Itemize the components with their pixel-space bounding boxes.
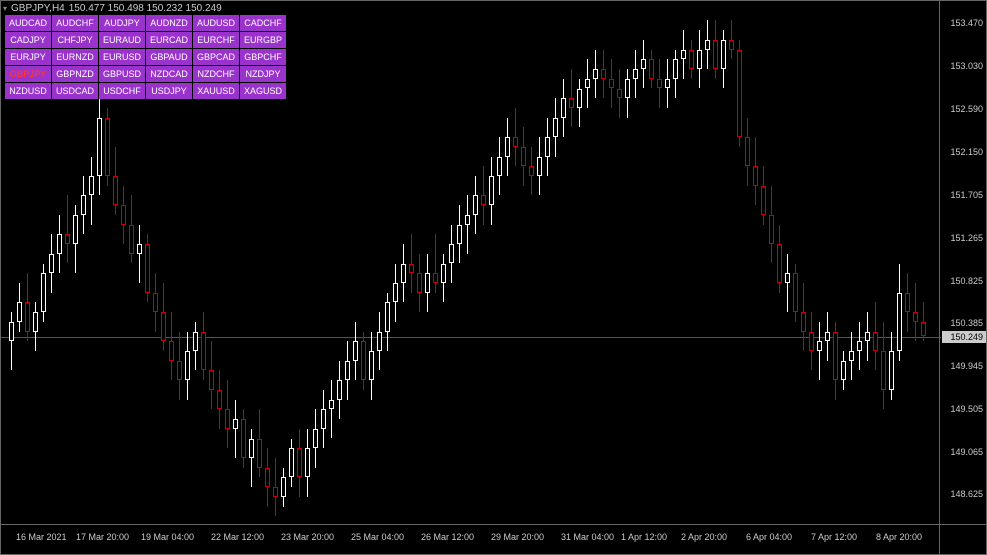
symbol-button-gbpusd[interactable]: GBPUSD bbox=[99, 66, 145, 82]
time-label: 8 Apr 20:00 bbox=[876, 532, 922, 542]
symbol-button-eurgbp[interactable]: EURGBP bbox=[240, 32, 286, 48]
symbol-button-gbpchf[interactable]: GBPCHF bbox=[240, 49, 286, 65]
symbol-button-usdjpy[interactable]: USDJPY bbox=[146, 83, 192, 99]
scale-corner bbox=[939, 524, 986, 554]
symbol-button-gbpnzd[interactable]: GBPNZD bbox=[52, 66, 98, 82]
symbol-button-eurnzd[interactable]: EURNZD bbox=[52, 49, 98, 65]
time-label: 29 Mar 20:00 bbox=[491, 532, 544, 542]
price-label: 149.945 bbox=[950, 361, 983, 371]
price-label: 153.030 bbox=[950, 61, 983, 71]
price-label: 153.470 bbox=[950, 18, 983, 28]
symbol-button-audnzd[interactable]: AUDNZD bbox=[146, 15, 192, 31]
symbol-button-xagusd[interactable]: XAGUSD bbox=[240, 83, 286, 99]
time-label: 22 Mar 12:00 bbox=[211, 532, 264, 542]
symbol-button-eurusd[interactable]: EURUSD bbox=[99, 49, 145, 65]
time-label: 23 Mar 20:00 bbox=[281, 532, 334, 542]
ohlc-quotes: 150.477 150.498 150.232 150.249 bbox=[69, 3, 222, 14]
symbol-button-nzdcad[interactable]: NZDCAD bbox=[146, 66, 192, 82]
time-label: 16 Mar 2021 bbox=[16, 532, 67, 542]
symbol-button-gbpcad[interactable]: GBPCAD bbox=[193, 49, 239, 65]
symbol-button-chfjpy[interactable]: CHFJPY bbox=[52, 32, 98, 48]
price-label: 149.065 bbox=[950, 447, 983, 457]
symbol-button-audcad[interactable]: AUDCAD bbox=[5, 15, 51, 31]
symbol-button-nzdchf[interactable]: NZDCHF bbox=[193, 66, 239, 82]
time-label: 1 Apr 12:00 bbox=[621, 532, 667, 542]
time-label: 26 Mar 12:00 bbox=[421, 532, 474, 542]
price-label: 148.625 bbox=[950, 489, 983, 499]
time-label: 25 Mar 04:00 bbox=[351, 532, 404, 542]
time-label: 7 Apr 12:00 bbox=[811, 532, 857, 542]
title-bar: ▾ GBPJPY,H4 150.477 150.498 150.232 150.… bbox=[3, 3, 222, 14]
symbol-button-nzdusd[interactable]: NZDUSD bbox=[5, 83, 51, 99]
symbol-button-eurjpy[interactable]: EURJPY bbox=[5, 49, 51, 65]
symbol-button-audusd[interactable]: AUDUSD bbox=[193, 15, 239, 31]
symbol-button-xauusd[interactable]: XAUUSD bbox=[193, 83, 239, 99]
time-label: 6 Apr 04:00 bbox=[746, 532, 792, 542]
time-label: 2 Apr 20:00 bbox=[681, 532, 727, 542]
price-label: 152.590 bbox=[950, 104, 983, 114]
time-label: 31 Mar 04:00 bbox=[561, 532, 614, 542]
price-scale[interactable]: 153.470 153.030 152.590 152.150 151.705 151.2… bbox=[939, 1, 986, 526]
time-scale[interactable]: 16 Mar 2021 17 Mar 20:00 19 Mar 04:00 22 Ma… bbox=[1, 524, 941, 554]
current-price-label: 150.249 bbox=[942, 331, 986, 343]
symbol-panel: AUDCADAUDCHFAUDJPYAUDNZDAUDUSDCADCHF CADJ… bbox=[5, 15, 286, 99]
symbol-button-gbpaud[interactable]: GBPAUD bbox=[146, 49, 192, 65]
price-label: 150.385 bbox=[950, 318, 983, 328]
symbol-button-audjpy[interactable]: AUDJPY bbox=[99, 15, 145, 31]
price-label: 149.505 bbox=[950, 404, 983, 414]
symbol-button-eurcad[interactable]: EURCAD bbox=[146, 32, 192, 48]
time-label: 17 Mar 20:00 bbox=[76, 532, 129, 542]
time-label: 19 Mar 04:00 bbox=[141, 532, 194, 542]
symbol-button-gbpjpy[interactable]: GBPJPY bbox=[5, 66, 51, 82]
dropdown-arrow-icon[interactable]: ▾ bbox=[3, 4, 7, 13]
chart-container: ▾ GBPJPY,H4 150.477 150.498 150.232 150.… bbox=[0, 0, 987, 555]
symbol-button-eurchf[interactable]: EURCHF bbox=[193, 32, 239, 48]
symbol-title: GBPJPY,H4 bbox=[11, 3, 65, 14]
symbol-button-euraud[interactable]: EURAUD bbox=[99, 32, 145, 48]
price-label: 152.150 bbox=[950, 147, 983, 157]
symbol-button-cadchf[interactable]: CADCHF bbox=[240, 15, 286, 31]
price-label: 150.825 bbox=[950, 276, 983, 286]
symbol-button-cadjpy[interactable]: CADJPY bbox=[5, 32, 51, 48]
price-label: 151.705 bbox=[950, 190, 983, 200]
symbol-button-audchf[interactable]: AUDCHF bbox=[52, 15, 98, 31]
symbol-button-usdcad[interactable]: USDCAD bbox=[52, 83, 98, 99]
price-label: 151.265 bbox=[950, 233, 983, 243]
symbol-button-nzdjpy[interactable]: NZDJPY bbox=[240, 66, 286, 82]
symbol-button-usdchf[interactable]: USDCHF bbox=[99, 83, 145, 99]
